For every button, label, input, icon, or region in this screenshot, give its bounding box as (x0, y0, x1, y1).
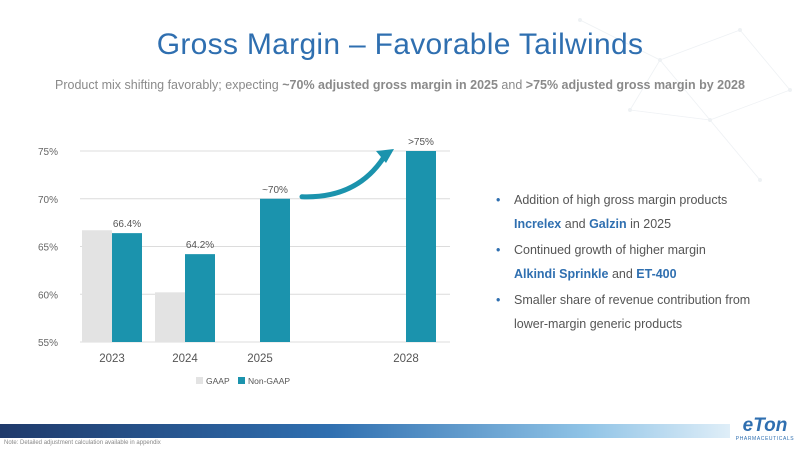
footer-note: Note: Detailed adjustment calculation av… (4, 440, 161, 446)
gaap-bar (82, 230, 112, 342)
non-gaap-bar (112, 233, 142, 342)
growth-arrow-head (376, 149, 394, 163)
x-tick-label: 2024 (172, 353, 198, 365)
bullet-text: and (608, 267, 637, 281)
y-tick-label: 55% (38, 338, 58, 349)
bullet-text: and (561, 217, 590, 231)
gaap-bar (155, 292, 185, 342)
data-label: 64.2% (186, 240, 214, 251)
bullet-line: lower-margin generic products (514, 312, 796, 336)
subtitle-part: Product mix shifting favorably; expectin… (55, 78, 283, 92)
bullet-text: Addition of high gross margin products (514, 193, 728, 207)
x-tick-label: 2023 (99, 353, 125, 365)
eton-logo: eTon PHARMACEUTICALS (734, 416, 796, 446)
logo-wordmark: eTon (742, 415, 788, 436)
bullet-line: Increlex and Galzin in 2025 (514, 212, 796, 236)
x-tick-label: 2028 (393, 353, 419, 365)
legend-label: GAAP (206, 376, 230, 386)
bullet-line: Continued growth of higher margin (514, 243, 706, 257)
bullet-item: • Continued growth of higher margin Alkind… (496, 238, 796, 286)
bullet-text: Smaller share of revenue contribution fr… (514, 293, 751, 307)
subtitle-part: and (497, 78, 526, 92)
non-gaap-bar (185, 254, 215, 342)
bullet-line: Smaller share of revenue contribution fr… (514, 293, 750, 307)
slide-subtitle: Product mix shifting favorably; expectin… (0, 78, 800, 92)
data-label: >75% (408, 137, 434, 148)
bullet-text: Continued growth of higher margin (514, 243, 706, 257)
legend-swatch (196, 377, 203, 384)
gross-margin-bar-chart: 75% 70% 65% 60% 55% 2023 66.4% 2024 64.2% 2025 ~70… (38, 137, 450, 386)
bullet-line: Alkindi Sprinkle and ET-400 (514, 262, 796, 286)
bullet-line: Addition of high gross margin products (514, 193, 727, 207)
bullet-text: in 2025 (626, 217, 672, 231)
bullet-item: • Smaller share of revenue contribution f… (496, 288, 796, 336)
non-gaap-bar (260, 198, 290, 342)
bullet-dot-icon: • (496, 243, 501, 257)
subtitle-part: ~70% adjusted gross margin in 2025 (282, 78, 498, 92)
logo-subtext: PHARMACEUTICALS (735, 436, 795, 442)
legend-label: Non-GAAP (248, 376, 290, 386)
legend-swatch (238, 377, 245, 384)
bullet-item: • Addition of high gross margin products I… (496, 188, 796, 236)
y-tick-label: 70% (38, 195, 58, 206)
data-label: 66.4% (113, 219, 141, 230)
product-name: Galzin (589, 217, 627, 231)
y-tick-label: 75% (38, 147, 58, 158)
bullet-text: lower-margin generic products (514, 317, 683, 331)
growth-arrow (299, 154, 387, 200)
product-name: Alkindi Sprinkle (514, 267, 609, 281)
non-gaap-bar (406, 151, 436, 342)
product-name: Increlex (514, 217, 562, 231)
footer-gradient-bar (0, 424, 730, 438)
bullet-dot-icon: • (496, 293, 501, 307)
subtitle-part: >75% adjusted gross margin by 2028 (525, 78, 745, 92)
slide-title: Gross Margin – Favorable Tailwinds (156, 28, 644, 61)
y-tick-label: 65% (38, 243, 58, 254)
bullet-dot-icon: • (496, 193, 501, 207)
x-tick-label: 2025 (247, 353, 273, 365)
network-background-graphic (578, 18, 792, 182)
y-tick-label: 60% (38, 290, 58, 301)
data-label: ~70% (262, 185, 288, 196)
bullet-list: • Addition of high gross margin products I… (496, 188, 796, 338)
product-name: ET-400 (636, 267, 677, 281)
